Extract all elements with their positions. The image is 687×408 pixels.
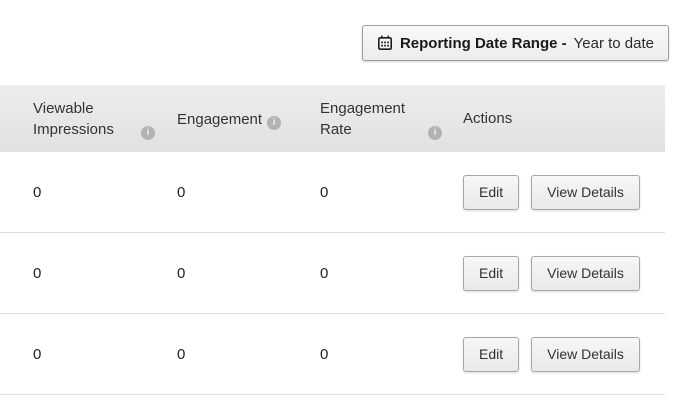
view-details-button[interactable]: View Details [531,255,640,291]
edit-button[interactable]: Edit [463,336,520,372]
edit-button[interactable]: Edit [463,255,520,291]
view-details-button[interactable]: View Details [531,336,640,372]
calendar-icon [377,35,393,51]
engagement-rate-value: 0 [320,264,329,282]
view-details-button[interactable]: View Details [531,174,640,210]
column-header-engagement: Engagement i [177,108,320,130]
date-range-label: Reporting Date Range - [399,34,567,52]
toolbar: Reporting Date Range - Year to date [0,0,687,61]
table-header: Viewable Impressions i Engagement i Engage… [0,85,665,152]
edit-button[interactable]: Edit [463,174,520,210]
table-row: 0 0 0 Edit View Details [0,314,665,395]
metrics-table: Viewable Impressions i Engagement i Engage… [0,85,665,395]
actions-cell: Edit View Details [463,336,665,372]
engagement-value: 0 [177,345,186,363]
engagement-rate-value: 0 [320,183,329,201]
info-icon[interactable]: i [428,125,442,140]
table-row: 0 0 0 Edit View Details [0,152,665,233]
info-icon[interactable]: i [141,125,155,140]
engagement-value: 0 [177,264,186,282]
actions-cell: Edit View Details [463,174,665,210]
column-header-engagement-rate: Engagement Rate i [320,98,463,140]
reporting-date-range-button[interactable]: Reporting Date Range - Year to date [361,25,669,61]
viewable-impressions-value: 0 [33,264,42,282]
actions-cell: Edit View Details [463,255,665,291]
info-icon[interactable]: i [267,115,282,130]
viewable-impressions-value: 0 [33,183,42,201]
engagement-value: 0 [177,183,186,201]
table-row: 0 0 0 Edit View Details [0,233,665,314]
engagement-rate-value: 0 [320,345,329,363]
column-header-actions: Actions [463,110,513,127]
viewable-impressions-value: 0 [33,345,42,363]
date-range-value: Year to date [573,34,654,52]
column-header-viewable-impressions: Viewable Impressions i [33,98,177,140]
